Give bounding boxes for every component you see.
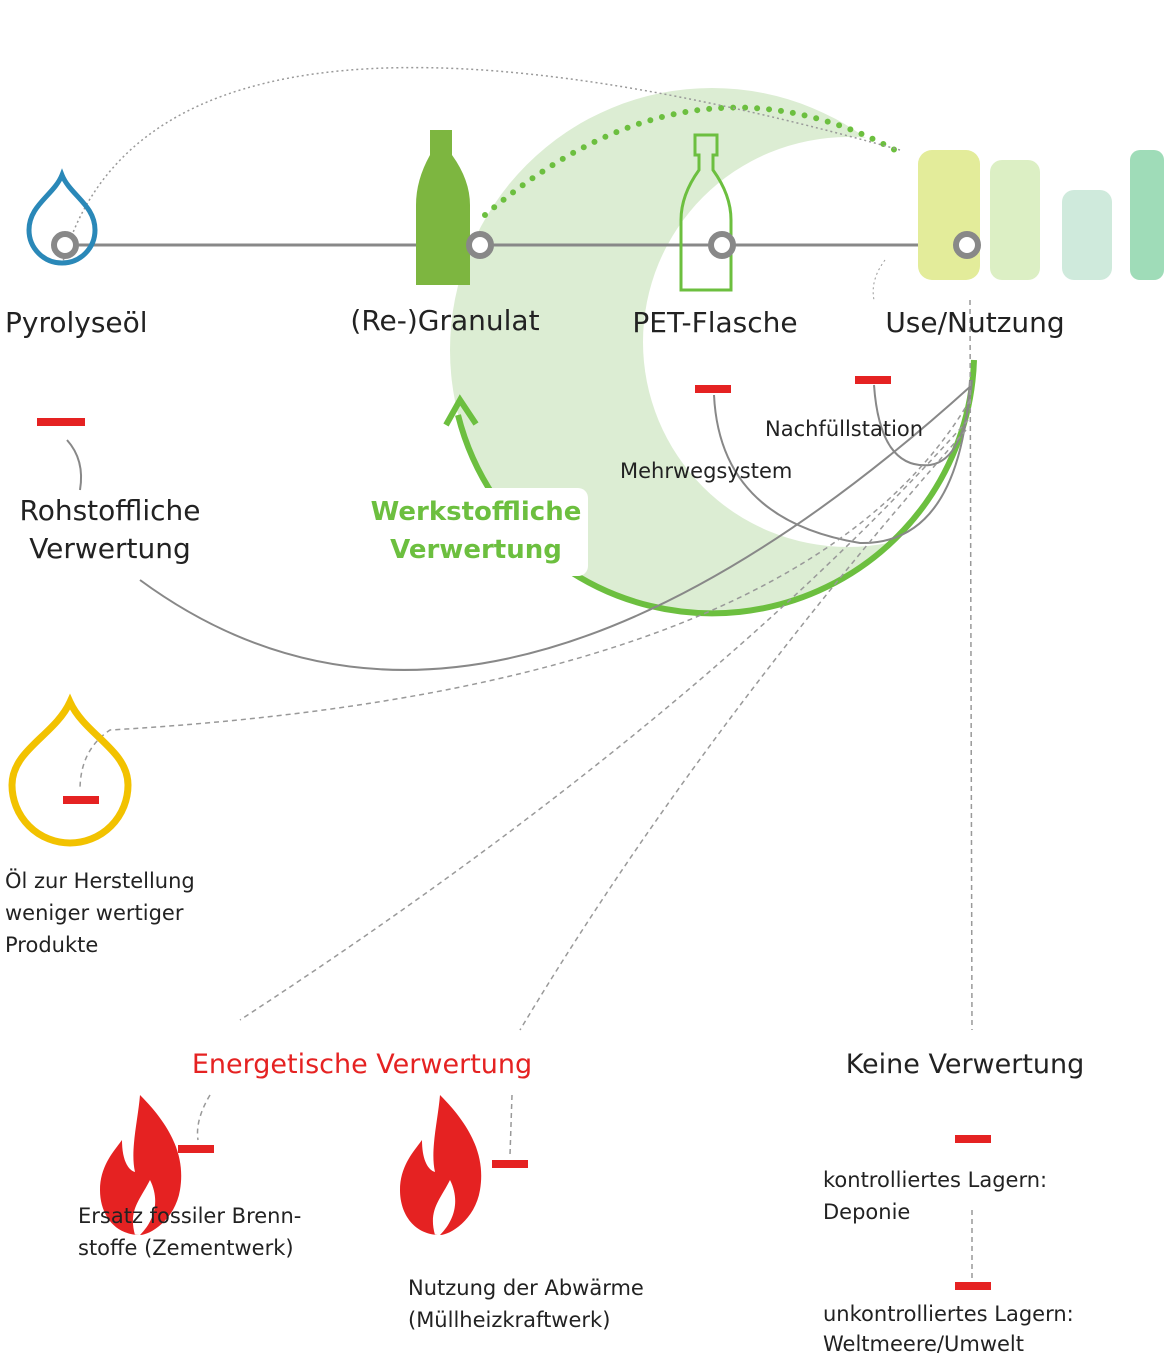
label: Use/Nutzung	[885, 306, 1064, 339]
node-circle	[54, 234, 76, 256]
label: Produkte	[5, 933, 98, 957]
label: Werkstoffliche	[371, 497, 582, 527]
link	[198, 1095, 211, 1140]
label: kontrolliertes Lagern:	[823, 1168, 1047, 1192]
node-circle	[711, 234, 733, 256]
node-circle	[469, 234, 491, 256]
diagram: Pyrolyseöl (Re-)Granulat PET-Flasche Use/Nu…	[0, 0, 1164, 1358]
label: Nutzung der Abwärme	[408, 1276, 644, 1300]
link	[970, 300, 972, 1030]
yellow-drop	[12, 702, 128, 843]
label: Öl zur Herstellung	[5, 868, 195, 893]
node-circle	[956, 234, 978, 256]
label: Ersatz fossiler Brenn-	[78, 1204, 301, 1228]
label: Deponie	[823, 1200, 910, 1224]
label: PET-Flasche	[632, 306, 797, 339]
connector	[67, 440, 81, 490]
label: Mehrwegsystem	[620, 459, 792, 483]
products	[918, 150, 1164, 280]
label: weniger wertiger	[5, 901, 184, 925]
label: Rohstoffliche	[20, 494, 201, 527]
label: Verwertung	[390, 535, 562, 565]
label: (Re-)Granulat	[350, 304, 539, 337]
loops	[62, 68, 974, 670]
label: Energetische Verwertung	[192, 1049, 532, 1080]
label: Weltmeere/Umwelt	[823, 1332, 1024, 1356]
label: Pyrolyseöl	[5, 306, 148, 339]
label: unkontrolliertes Lagern:	[823, 1302, 1074, 1326]
link	[510, 1095, 512, 1155]
granulate-bottle	[416, 130, 470, 285]
label: (Müllheizkraftwerk)	[408, 1308, 610, 1332]
label: stoffe (Zementwerk)	[78, 1236, 294, 1260]
label: Keine Verwertung	[846, 1049, 1085, 1080]
label: Nachfüllstation	[765, 417, 923, 441]
label: Verwertung	[29, 532, 191, 565]
